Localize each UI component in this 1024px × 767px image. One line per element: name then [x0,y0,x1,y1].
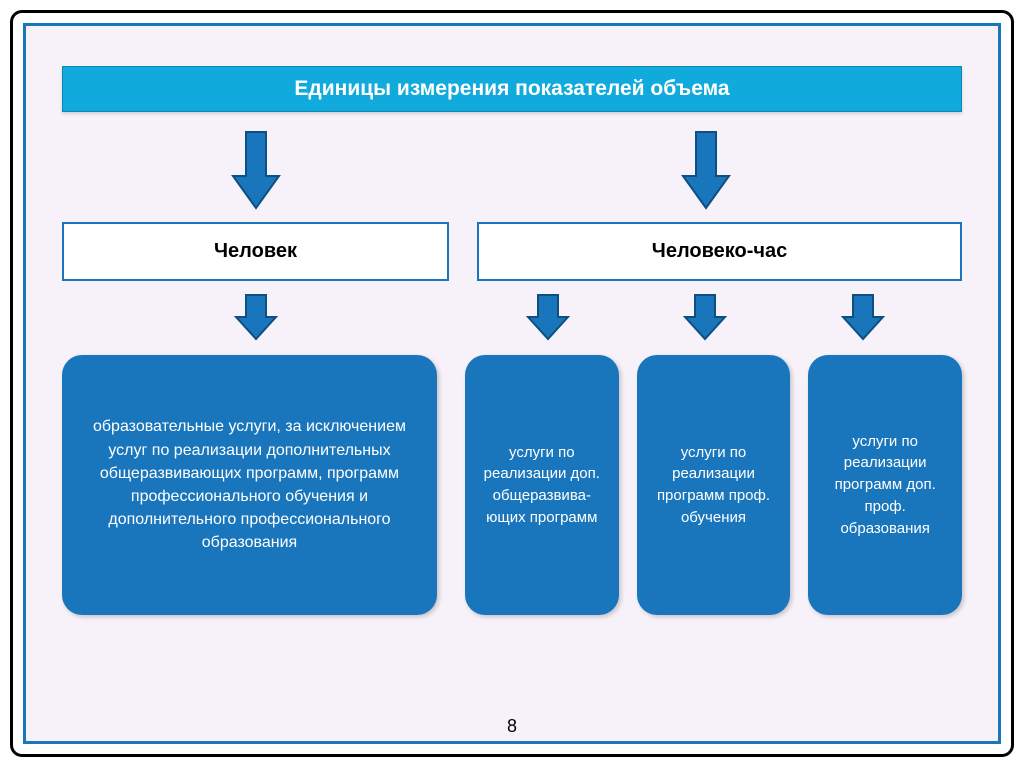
arrow-down-icon [526,293,570,345]
arrow-down-icon [234,293,278,345]
header-left: Человек [62,222,449,281]
outer-frame: Единицы измерения показателей объема Чел… [10,10,1014,757]
page-number: 8 [507,716,517,737]
arrow-down-icon [841,293,885,345]
card-right-3: услуги по реализации программ доп. проф.… [808,355,962,615]
header-right: Человеко-час [477,222,962,281]
card-left: образовательные услуги, за исключением у… [62,355,437,615]
title-bar: Единицы измерения показателей объема [62,66,962,112]
card-right-1: услуги по реализации доп. общеразвива­ющ… [465,355,619,615]
arrows-row-small [62,293,962,345]
arrow-down-icon [231,130,281,214]
inner-frame: Единицы измерения показателей объема Чел… [23,23,1001,744]
cards-row: образовательные услуги, за исключением у… [62,355,962,615]
arrow-down-icon [681,130,731,214]
arrows-row-big [62,130,962,214]
headers-row: Человек Человеко-час [62,222,962,281]
arrow-down-icon [683,293,727,345]
card-right-2: услуги по реализации программ проф. обуч… [637,355,791,615]
